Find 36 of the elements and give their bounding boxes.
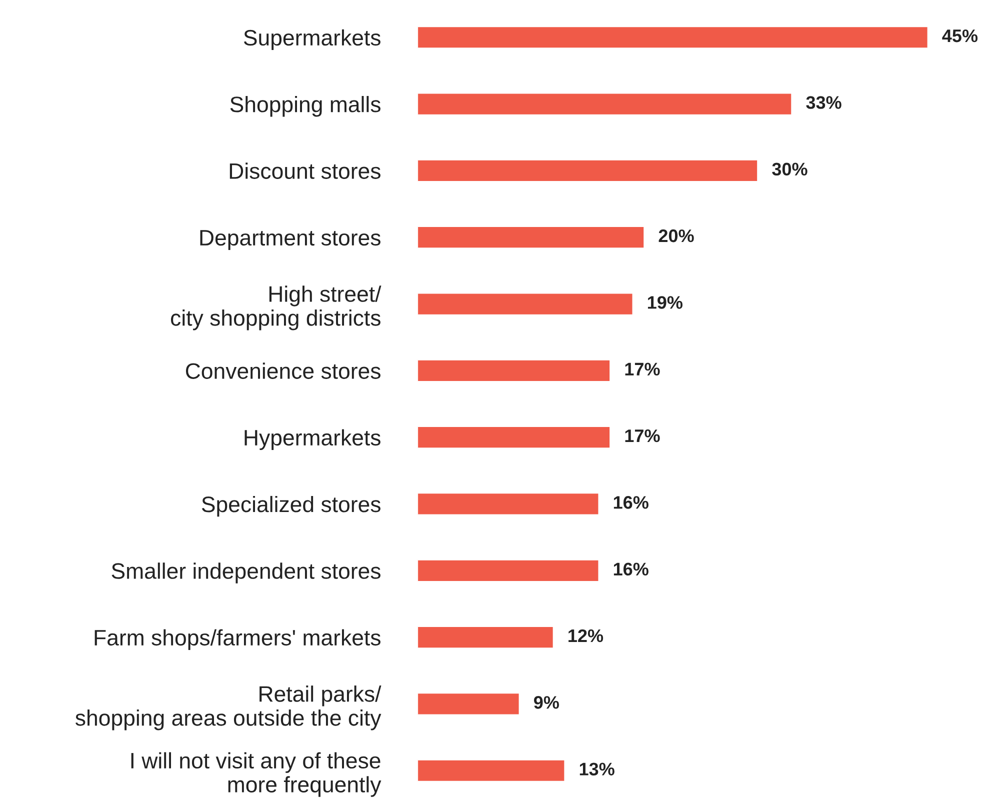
bar [417,158,758,182]
data-label: 20% [658,229,694,242]
bar [417,492,600,516]
bar [417,558,600,582]
data-label: 19% [648,296,683,309]
y-tick-label: Discount stores [230,162,380,179]
data-label: 33% [806,96,842,109]
data-label: 13% [580,762,614,776]
data-label: 9% [534,696,559,709]
bar [417,226,645,250]
data-label: 17% [625,362,660,376]
bar [417,758,566,782]
y-tick-label: Farm shops/farmers' markets [94,629,380,650]
y-tick-label: High street/ city shopping districts [170,286,382,330]
data-label: 17% [625,429,660,442]
data-label: 16% [614,496,648,509]
bar [417,626,554,650]
y-tick-label: Supermarkets [244,29,380,50]
data-label: 30% [772,162,808,176]
bar [417,292,634,316]
y-tick-label: Smaller independent stores [112,562,380,584]
data-label: 45% [942,29,978,42]
y-tick-label: Shopping malls [230,96,380,117]
y-tick-label: Retail parks/ shopping areas outside the city [76,686,382,730]
bar [417,692,520,716]
bar [417,26,928,50]
y-tick-label: Specialized stores [202,496,380,517]
data-label: 16% [614,562,648,576]
y-tick-label: Department stores [200,230,380,250]
y-tick-label: I will not visit any of these more frequently [131,752,382,797]
bar [417,426,611,450]
y-tick-label: Convenience stores [186,362,380,379]
y-tick-label: Hypermarkets [244,429,380,450]
bar [417,92,793,116]
bar [417,358,611,382]
data-label: 12% [568,629,604,642]
